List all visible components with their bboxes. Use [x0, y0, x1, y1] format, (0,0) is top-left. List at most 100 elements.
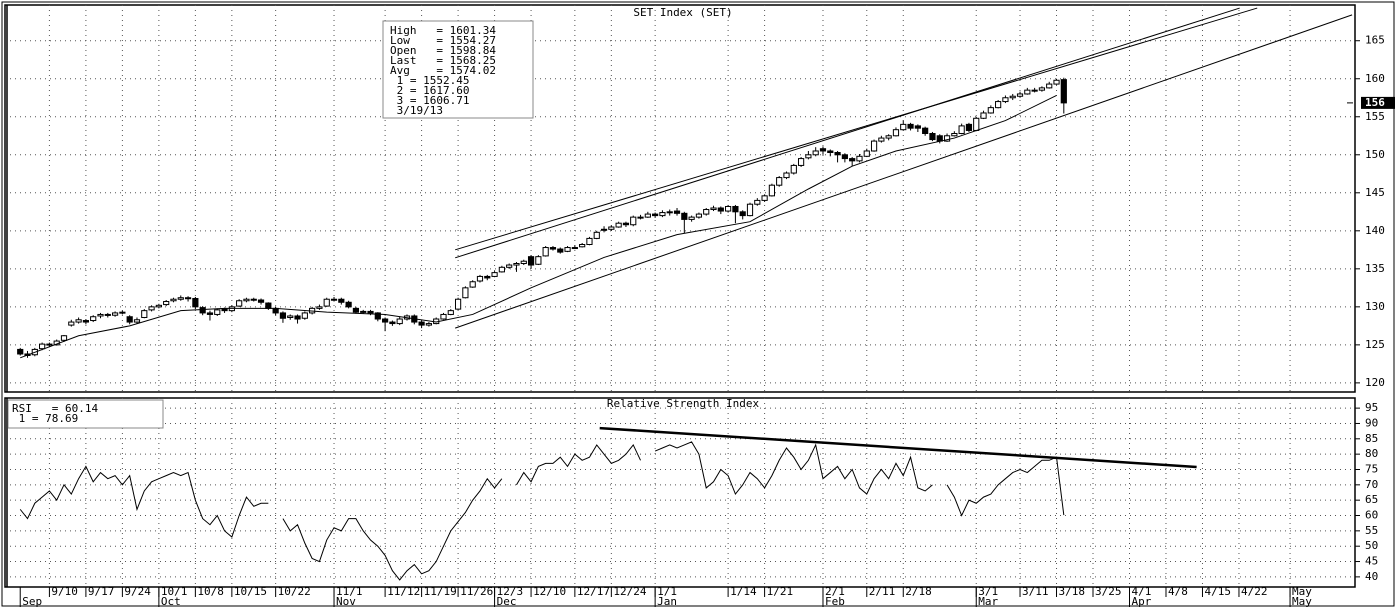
y-tick-label: 130 — [1365, 300, 1385, 313]
candle-body — [492, 273, 497, 277]
candle-body — [718, 208, 723, 211]
x-tick-label: 10/15 — [234, 585, 267, 598]
candle-body — [76, 320, 81, 322]
candle-body — [273, 308, 278, 313]
candle-body — [908, 124, 913, 128]
candle-body — [930, 133, 935, 139]
chart-window: SET Index (SET) Relative Strength Index … — [0, 0, 1396, 608]
candle-body — [134, 320, 139, 322]
candle-body — [200, 308, 205, 313]
candle-body — [660, 213, 665, 216]
candle-body — [295, 316, 300, 319]
candle-body — [558, 249, 563, 252]
candle-body — [572, 248, 577, 249]
candle-body — [514, 264, 519, 266]
candle-body — [61, 336, 66, 341]
candle-body — [711, 208, 716, 210]
x-tick-label: 11/19 — [424, 585, 457, 598]
candle-body — [368, 311, 373, 313]
chart-title: Relative Strength Index — [607, 397, 760, 410]
y-tick-label: 45 — [1365, 555, 1378, 568]
candle-body — [324, 299, 329, 306]
y-tick-label: 65 — [1365, 493, 1378, 506]
y-tick-label: 70 — [1365, 478, 1378, 491]
candle-body — [390, 322, 395, 324]
candle-body — [616, 223, 621, 227]
x-tick-label: 2/18 — [905, 585, 932, 598]
candle-body — [441, 314, 446, 319]
y-tick-label: 125 — [1365, 338, 1385, 351]
candle-body — [733, 206, 738, 211]
candle-body — [952, 133, 957, 135]
candle-body — [842, 155, 847, 159]
x-tick-label: 3/11 — [1022, 585, 1049, 598]
y-tick-label: 40 — [1365, 570, 1378, 583]
candle-body — [609, 227, 614, 229]
candle-body — [820, 149, 825, 151]
candle-body — [755, 200, 760, 204]
y-tick-label: 140 — [1365, 224, 1385, 237]
y-tick-label: 165 — [1365, 34, 1385, 47]
candle-body — [98, 314, 103, 316]
x-tick-label: 9/17 — [88, 585, 115, 598]
candle-body — [901, 124, 906, 129]
candle-body — [587, 238, 592, 244]
x-tick-label: 9/10 — [51, 585, 77, 598]
month-label: Mar — [978, 595, 998, 608]
candle-body — [426, 324, 431, 326]
y-tick-label: 155 — [1365, 110, 1385, 123]
candle-body — [207, 313, 212, 315]
candle-body — [528, 257, 533, 265]
candle-body — [507, 265, 512, 267]
info-box: High = 1601.34Low = 1554.27Open = 1598.8… — [383, 21, 533, 118]
x-tick-label: 3/18 — [1059, 585, 1086, 598]
candle-body — [653, 214, 658, 216]
candle-body — [69, 322, 74, 325]
candle-body — [915, 126, 920, 128]
candle-body — [1061, 80, 1066, 103]
candle-body — [266, 303, 271, 308]
candle-body — [543, 248, 548, 256]
x-tick-label: 12/24 — [613, 585, 646, 598]
candle-body — [112, 313, 117, 315]
y-tick-label: 80 — [1365, 447, 1378, 460]
candle-body — [317, 307, 322, 309]
candle-body — [981, 113, 986, 118]
y-tick-label: 160 — [1365, 72, 1385, 85]
month-label: Feb — [825, 595, 845, 608]
candle-body — [974, 118, 979, 130]
y-tick-label: 50 — [1365, 539, 1378, 552]
candle-body — [222, 309, 227, 311]
x-tick-label: 4/8 — [1168, 585, 1188, 598]
candle-body — [237, 301, 242, 306]
x-tick-label: 4/22 — [1241, 585, 1268, 598]
candle-body — [959, 126, 964, 134]
candle-body — [864, 151, 869, 156]
candle-body — [1010, 96, 1015, 98]
candle-body — [996, 102, 1001, 108]
candle-body — [1025, 90, 1030, 94]
y-tick-label: 90 — [1365, 416, 1378, 429]
candle-body — [645, 214, 650, 217]
x-tick-label: 11/26 — [460, 585, 493, 598]
candle-body — [171, 299, 176, 301]
candle-body — [1003, 98, 1008, 102]
month-label: May — [1292, 595, 1312, 608]
candle-body — [185, 298, 190, 299]
candle-body — [565, 248, 570, 252]
background — [0, 0, 1396, 608]
info-line: 1 = 78.69 — [12, 412, 78, 425]
candle-body — [193, 298, 198, 306]
chart-title: SET Index (SET) — [633, 6, 732, 19]
candle-body — [18, 349, 23, 354]
info-line: 3/19/13 — [390, 104, 443, 117]
x-tick-label: 10/8 — [197, 585, 224, 598]
x-tick-label: 12/10 — [533, 585, 566, 598]
candle-body — [419, 322, 424, 325]
candle-body — [857, 156, 862, 161]
candle-body — [1032, 90, 1037, 91]
month-label: Apr — [1131, 595, 1151, 608]
candle-body — [594, 232, 599, 238]
candle-body — [871, 141, 876, 151]
candle-body — [1054, 80, 1059, 84]
